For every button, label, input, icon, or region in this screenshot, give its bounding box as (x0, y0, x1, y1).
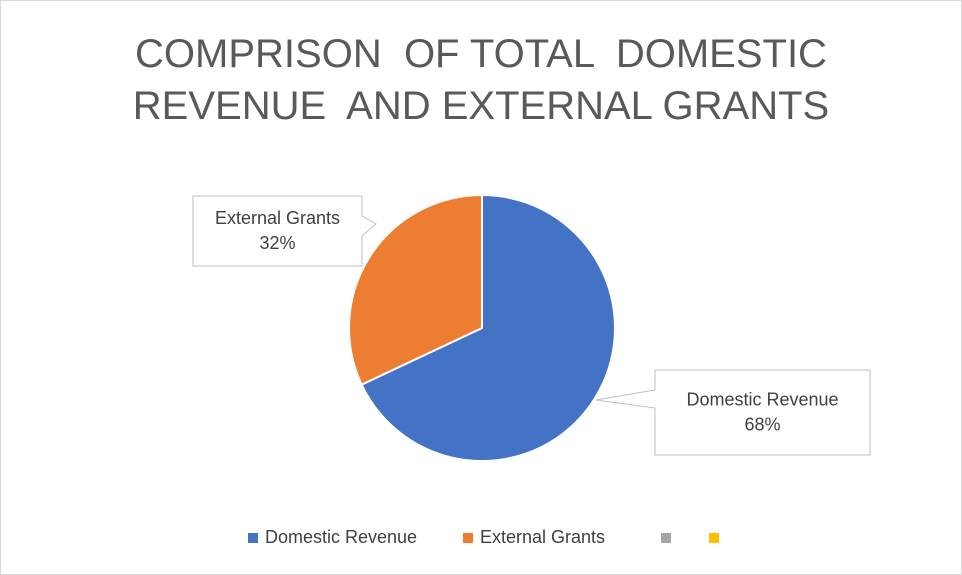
legend-swatch (661, 533, 671, 543)
data-label-value: 68% (744, 414, 780, 434)
callout-box (192, 195, 377, 267)
data-label-name: External Grants (215, 208, 340, 228)
chart-title: COMPRISON OF TOTAL DOMESTIC REVENUE AND … (132, 32, 830, 128)
pie-slice (360, 193, 616, 462)
data-label-name: Domestic Revenue (686, 389, 838, 409)
callout-box (595, 369, 871, 456)
legend-swatch (709, 533, 719, 543)
legend-label: Domestic Revenue (265, 527, 417, 547)
legend-label: External Grants (480, 527, 605, 547)
legend-swatch (463, 533, 473, 543)
legend-swatch (248, 533, 258, 543)
pie-slice (348, 193, 483, 386)
data-label-value: 32% (259, 233, 295, 253)
